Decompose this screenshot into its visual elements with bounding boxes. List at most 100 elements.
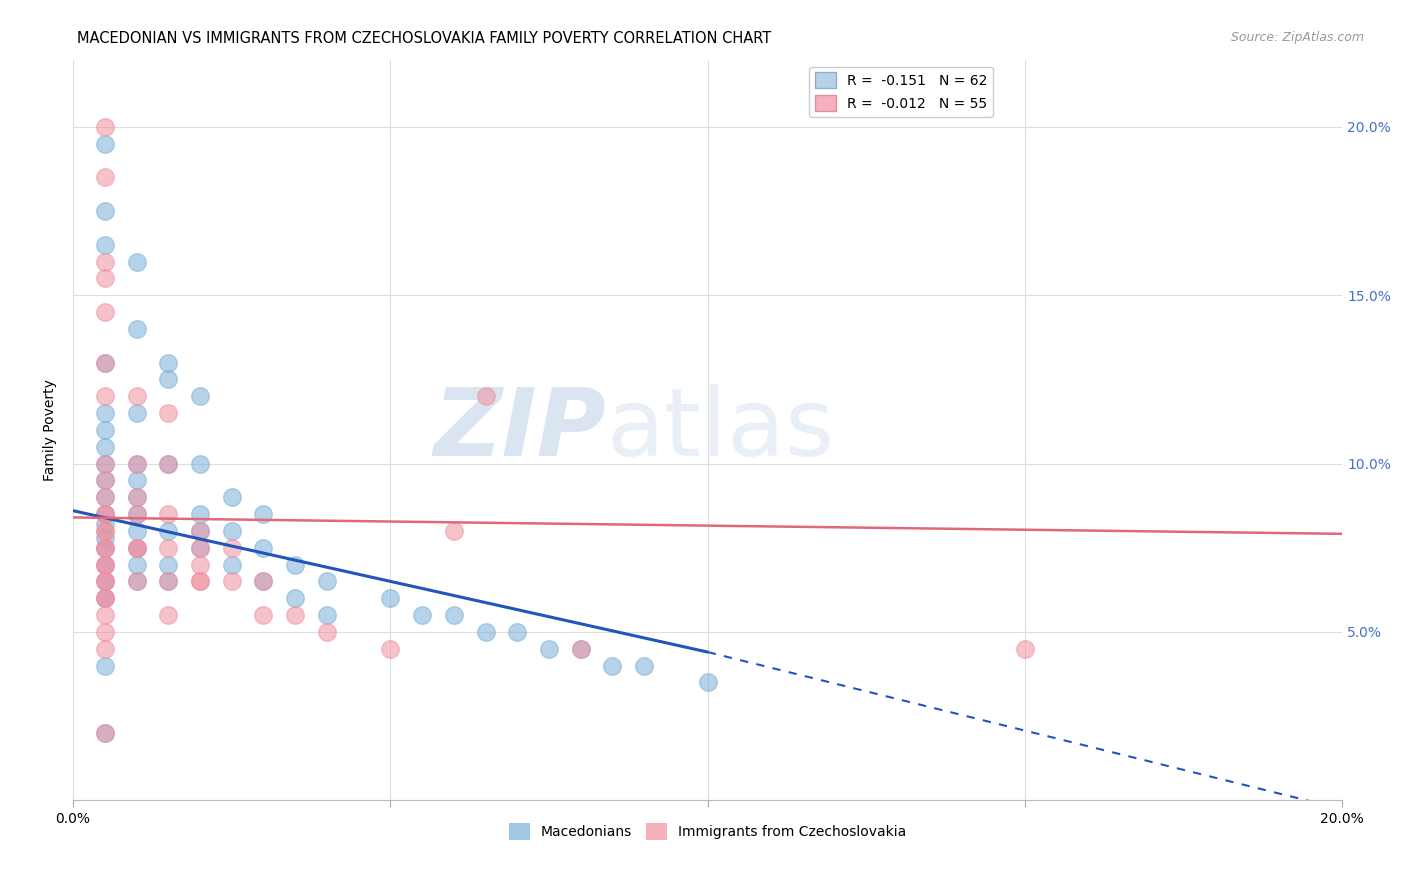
Point: [316, 574, 339, 589]
Point: [221, 490, 243, 504]
Point: [221, 574, 243, 589]
Point: [125, 474, 148, 488]
Point: [506, 624, 529, 639]
Point: [94, 423, 117, 437]
Point: [284, 608, 307, 623]
Point: [94, 406, 117, 420]
Point: [157, 372, 180, 386]
Point: [94, 204, 117, 219]
Point: [569, 641, 592, 656]
Point: [125, 490, 148, 504]
Point: [252, 608, 274, 623]
Point: [94, 457, 117, 471]
Point: [188, 507, 211, 521]
Point: [94, 574, 117, 589]
Point: [94, 558, 117, 572]
Point: [221, 541, 243, 555]
Point: [157, 574, 180, 589]
Point: [157, 574, 180, 589]
Point: [94, 474, 117, 488]
Point: [602, 658, 624, 673]
Point: [188, 457, 211, 471]
Point: [94, 136, 117, 151]
Point: [94, 726, 117, 740]
Point: [94, 305, 117, 319]
Point: [252, 507, 274, 521]
Point: [125, 254, 148, 268]
Point: [284, 591, 307, 606]
Point: [252, 541, 274, 555]
Point: [94, 237, 117, 252]
Point: [94, 558, 117, 572]
Point: [316, 624, 339, 639]
Legend: Macedonians, Immigrants from Czechoslovakia: Macedonians, Immigrants from Czechoslova…: [503, 818, 912, 845]
Point: [443, 524, 465, 538]
Point: [94, 170, 117, 185]
Point: [188, 524, 211, 538]
Point: [537, 641, 560, 656]
Point: [94, 490, 117, 504]
Point: [188, 574, 211, 589]
Point: [157, 457, 180, 471]
Point: [125, 507, 148, 521]
Point: [94, 474, 117, 488]
Point: [125, 541, 148, 555]
Point: [125, 574, 148, 589]
Point: [474, 389, 496, 403]
Point: [94, 524, 117, 538]
Point: [125, 507, 148, 521]
Point: [94, 271, 117, 285]
Point: [252, 574, 274, 589]
Point: [94, 490, 117, 504]
Point: [188, 541, 211, 555]
Point: [94, 389, 117, 403]
Point: [633, 658, 655, 673]
Point: [94, 355, 117, 369]
Text: atlas: atlas: [606, 384, 834, 476]
Point: [94, 541, 117, 555]
Point: [94, 574, 117, 589]
Point: [125, 457, 148, 471]
Point: [125, 558, 148, 572]
Point: [316, 608, 339, 623]
Point: [94, 641, 117, 656]
Point: [94, 531, 117, 545]
Point: [157, 524, 180, 538]
Point: [188, 524, 211, 538]
Point: [157, 406, 180, 420]
Point: [94, 574, 117, 589]
Point: [94, 507, 117, 521]
Point: [157, 457, 180, 471]
Point: [157, 558, 180, 572]
Point: [94, 658, 117, 673]
Point: [443, 608, 465, 623]
Point: [188, 574, 211, 589]
Point: [284, 558, 307, 572]
Point: [125, 490, 148, 504]
Point: [94, 541, 117, 555]
Point: [380, 641, 402, 656]
Point: [94, 726, 117, 740]
Point: [94, 120, 117, 134]
Point: [569, 641, 592, 656]
Point: [125, 406, 148, 420]
Point: [380, 591, 402, 606]
Point: [411, 608, 433, 623]
Point: [157, 541, 180, 555]
Point: [94, 440, 117, 454]
Point: [94, 524, 117, 538]
Point: [125, 541, 148, 555]
Point: [1014, 641, 1036, 656]
Point: [696, 675, 718, 690]
Point: [94, 591, 117, 606]
Point: [221, 524, 243, 538]
Point: [157, 507, 180, 521]
Point: [94, 591, 117, 606]
Point: [94, 507, 117, 521]
Point: [94, 254, 117, 268]
Point: [94, 558, 117, 572]
Point: [221, 558, 243, 572]
Point: [188, 541, 211, 555]
Point: [94, 591, 117, 606]
Point: [94, 624, 117, 639]
